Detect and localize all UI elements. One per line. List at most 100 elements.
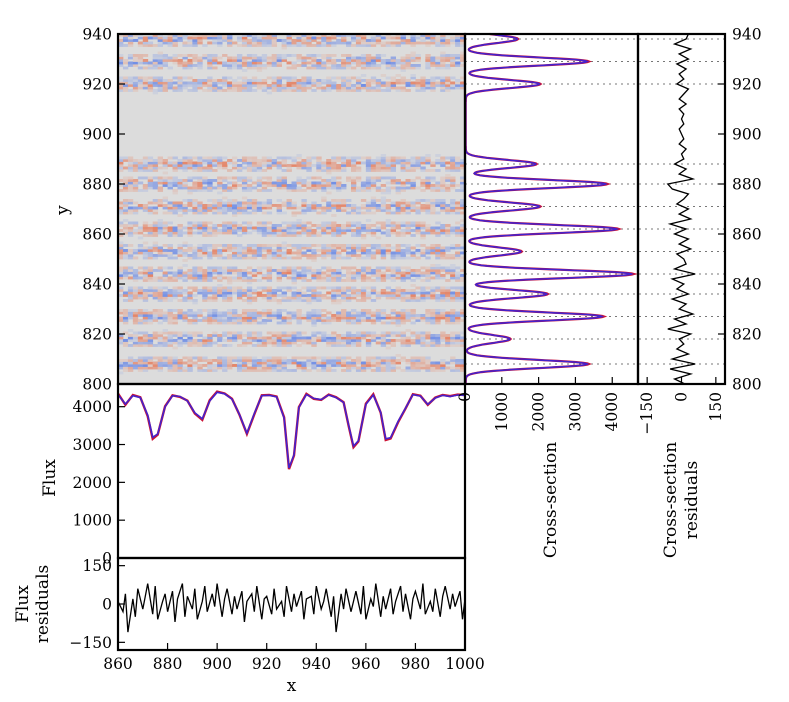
image-pixel: [450, 206, 456, 210]
image-pixel: [355, 59, 362, 62]
image-pixel: [202, 316, 208, 320]
image-pixel: [276, 361, 282, 365]
image-pixel: [137, 251, 144, 255]
image-pixel: [227, 189, 233, 192]
image-pixel: [430, 339, 436, 342]
image-pixel: [455, 166, 461, 170]
image-pixel: [207, 161, 213, 165]
image-pixel: [266, 289, 273, 292]
image-pixel: [430, 316, 436, 320]
image-pixel: [261, 361, 268, 365]
image-pixel: [246, 41, 253, 45]
image-pixel: [430, 294, 436, 297]
image-pixel: [182, 259, 188, 262]
image-pixel: [152, 361, 159, 365]
image-pixel: [410, 224, 416, 227]
image-pixel: [271, 181, 278, 185]
image-pixel: [271, 224, 278, 227]
image-pixel: [336, 64, 342, 67]
image-pixel: [212, 286, 218, 290]
image-pixel: [142, 229, 149, 232]
image-pixel: [152, 294, 159, 297]
image-pixel: [261, 159, 268, 162]
image-pixel: [375, 356, 382, 360]
image-pixel: [400, 81, 406, 85]
image-pixel: [127, 271, 134, 275]
image-pixel: [420, 316, 426, 320]
image-pixel: [127, 329, 134, 332]
image-pixel: [430, 41, 436, 45]
image-pixel: [137, 296, 144, 300]
image-pixel: [346, 366, 352, 370]
image-pixel: [410, 321, 416, 325]
image-pixel: [197, 189, 203, 192]
image-pixel: [261, 311, 268, 315]
image-pixel: [321, 186, 327, 190]
image-pixel: [217, 321, 223, 325]
image-pixel: [400, 159, 406, 162]
image-pixel: [157, 299, 164, 302]
image-pixel: [177, 359, 183, 362]
image-pixel: [460, 179, 466, 182]
image-pixel: [311, 316, 317, 320]
image-pixel: [217, 191, 223, 195]
image-pixel: [440, 66, 446, 70]
image-pixel: [321, 34, 327, 37]
image-pixel: [132, 59, 139, 62]
image-pixel: [157, 314, 164, 317]
image-pixel: [122, 231, 129, 235]
image-pixel: [246, 336, 253, 340]
image-pixel: [256, 294, 263, 297]
image-pixel: [430, 36, 436, 40]
image-pixel: [355, 34, 362, 37]
image-pixel: [157, 44, 164, 47]
image-pixel: [266, 201, 273, 205]
image-pixel: [365, 184, 372, 187]
image-pixel: [365, 231, 372, 235]
image-pixel: [246, 221, 253, 225]
image-pixel: [415, 359, 421, 362]
image-pixel: [227, 336, 233, 340]
image-pixel: [331, 214, 337, 217]
image-pixel: [271, 204, 278, 207]
image-pixel: [395, 44, 401, 47]
image-ytick-label: 860: [82, 226, 112, 244]
image-pixel: [232, 66, 238, 70]
image-pixel: [261, 34, 268, 37]
image-pixel: [142, 166, 149, 170]
image-pixel: [122, 206, 129, 210]
image-pixel: [157, 311, 164, 315]
image-pixel: [241, 44, 248, 47]
image-pixel: [385, 361, 392, 365]
image-pixel: [370, 66, 377, 70]
image-pixel: [291, 339, 297, 342]
image-pixel: [415, 291, 421, 295]
image-pixel: [370, 61, 377, 65]
image-pixel: [331, 296, 337, 300]
image-pixel: [232, 156, 238, 160]
image-pixel: [197, 86, 203, 90]
image-pixel: [137, 204, 144, 207]
image-pixel: [207, 296, 213, 300]
image-pixel: [172, 234, 178, 237]
image-pixel: [296, 179, 302, 182]
image-pixel: [370, 39, 377, 42]
image-pixel: [266, 199, 273, 202]
image-pixel: [286, 276, 292, 280]
image-pixel: [246, 249, 253, 252]
image-pixel: [281, 331, 287, 335]
image-pixel: [256, 271, 263, 275]
image-pixel: [450, 341, 456, 345]
image-pixel: [355, 276, 362, 280]
image-pixel: [331, 86, 337, 90]
image-pixel: [182, 61, 188, 65]
image-pixel: [162, 171, 168, 175]
image-pixel: [291, 184, 297, 187]
image-pixel: [410, 254, 416, 257]
image-pixel: [236, 316, 243, 320]
image-pixel: [236, 319, 243, 322]
image-pixel: [445, 81, 451, 85]
image-pixel: [227, 81, 233, 85]
image-pixel: [311, 224, 317, 227]
image-pixel: [301, 164, 307, 167]
